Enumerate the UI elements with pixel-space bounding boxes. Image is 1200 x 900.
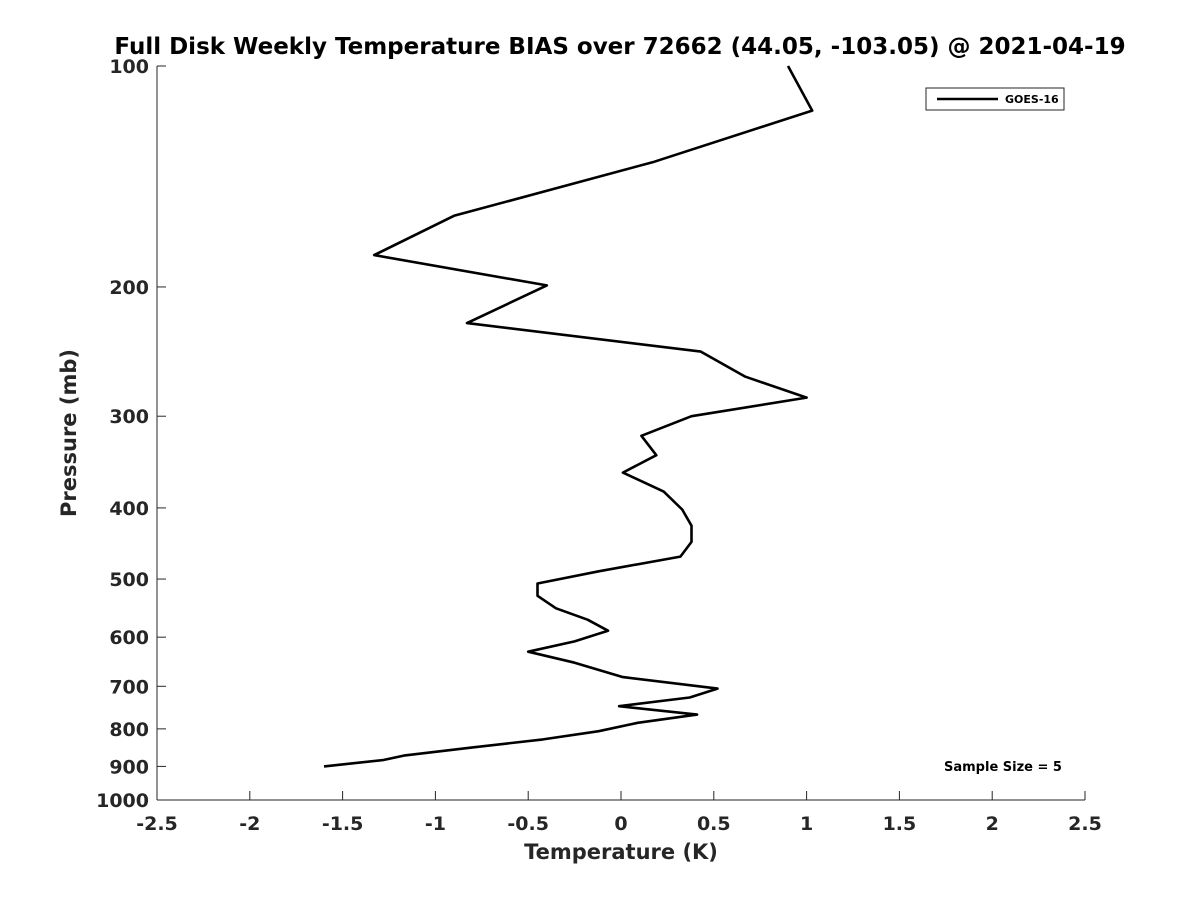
x-tick-label: 0 (614, 813, 627, 835)
chart-title: Full Disk Weekly Temperature BIAS over 7… (114, 34, 1125, 60)
y-tick-label: 500 (109, 569, 149, 591)
x-tick-label: -0.5 (507, 813, 549, 835)
x-tick-label: 2 (986, 813, 999, 835)
y-ticks: 100 200 300 400 500 600 700 800 900 1000 (96, 56, 166, 812)
x-tick-label: 2.5 (1068, 813, 1102, 835)
x-tick-label: 1.5 (883, 813, 917, 835)
y-tick-label: 600 (109, 627, 149, 649)
sample-size-annotation: Sample Size = 5 (944, 760, 1062, 775)
y-tick-label: 100 (109, 56, 149, 78)
y-tick-label: 1000 (96, 790, 149, 812)
y-axis-label: Pressure (mb) (57, 349, 81, 517)
x-tick-label: -1.5 (322, 813, 364, 835)
x-ticks: -2.5 -2 -1.5 -1 -0.5 0 0.5 1 1.5 2 2.5 (136, 791, 1102, 835)
y-tick-label: 700 (109, 676, 149, 698)
x-tick-label: 0.5 (697, 813, 731, 835)
x-tick-label: -2 (239, 813, 260, 835)
y-tick-label: 800 (109, 719, 149, 741)
x-axis-label: Temperature (K) (524, 840, 718, 864)
y-tick-label: 200 (109, 277, 149, 299)
y-tick-label: 300 (109, 406, 149, 428)
x-tick-label: 1 (800, 813, 813, 835)
x-tick-label: -1 (425, 813, 446, 835)
legend: GOES-16 (925, 87, 1065, 111)
legend-label: GOES-16 (1005, 93, 1059, 106)
plot-area: -2.5 -2 -1.5 -1 -0.5 0 0.5 1 1.5 2 2.5 100 200 300 40… (96, 56, 1102, 835)
y-tick-label: 900 (109, 756, 149, 778)
x-tick-label: -2.5 (136, 813, 178, 835)
series-line-goes16 (323, 65, 814, 768)
y-tick-label: 400 (109, 498, 149, 520)
